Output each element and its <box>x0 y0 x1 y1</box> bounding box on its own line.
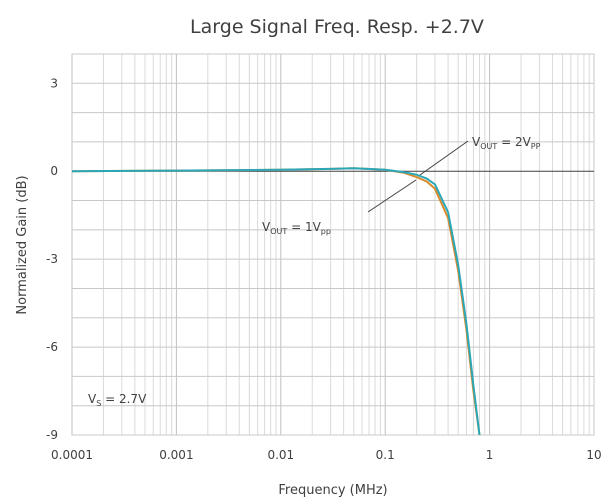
vs-annotation: VS = 2.7V <box>88 392 147 408</box>
vout1-annotation: VOUT = 1Vpp <box>262 220 331 236</box>
x-tick-label: 10 <box>586 448 601 462</box>
y-tick-label: -3 <box>46 252 58 266</box>
x-tick-label: 0.1 <box>376 448 395 462</box>
x-axis-label: Frequency (MHz) <box>278 483 387 498</box>
vout2-leader-line <box>419 140 469 176</box>
y-tick-label: 0 <box>50 164 58 178</box>
x-tick-label: 0.0001 <box>51 448 93 462</box>
chart-title: Large Signal Freq. Resp. +2.7V <box>190 16 484 38</box>
series-layer <box>71 167 481 436</box>
x-tick-label: 1 <box>486 448 494 462</box>
y-tick-label: -6 <box>46 340 58 354</box>
plot-area <box>71 53 595 436</box>
vout1-leader-line <box>367 179 417 213</box>
x-tick-labels: 0.0001 0.001 0.01 0.1 1 10 <box>51 448 602 462</box>
y-tick-labels: 3 0 -3 -6 -9 <box>46 76 58 442</box>
y-axis-label: Normalized Gain (dB) <box>15 175 30 314</box>
vout2-annotation: VOUT = 2VPP <box>472 135 541 151</box>
y-tick-label: 3 <box>50 76 58 90</box>
series-line-2 <box>71 167 481 436</box>
grid <box>71 53 594 436</box>
x-tick-label: 0.01 <box>267 448 294 462</box>
x-tick-label: 0.001 <box>159 448 193 462</box>
y-tick-label: -9 <box>46 428 58 442</box>
